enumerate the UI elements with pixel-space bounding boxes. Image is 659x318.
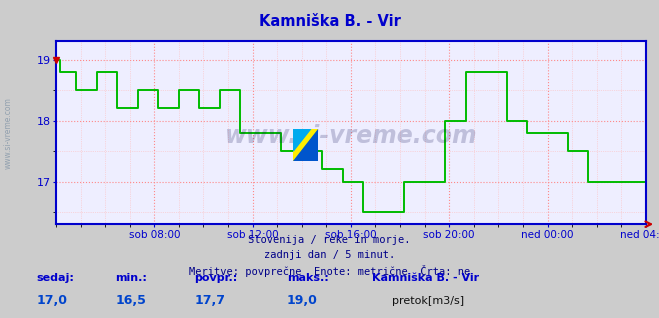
Text: 16,5: 16,5 (115, 294, 146, 307)
Polygon shape (293, 129, 318, 161)
Text: Meritve: povprečne  Enote: metrične  Črta: ne: Meritve: povprečne Enote: metrične Črta:… (189, 265, 470, 277)
Text: www.si-vreme.com: www.si-vreme.com (3, 98, 13, 169)
Text: min.:: min.: (115, 273, 147, 283)
Text: 19,0: 19,0 (287, 294, 318, 307)
Text: Kamniška B. - Vir: Kamniška B. - Vir (372, 273, 480, 283)
Text: zadnji dan / 5 minut.: zadnji dan / 5 minut. (264, 250, 395, 259)
Text: povpr.:: povpr.: (194, 273, 238, 283)
Text: Slovenija / reke in morje.: Slovenija / reke in morje. (248, 235, 411, 245)
Text: maks.:: maks.: (287, 273, 328, 283)
Text: 17,7: 17,7 (194, 294, 225, 307)
Polygon shape (293, 129, 311, 151)
Text: sedaj:: sedaj: (36, 273, 74, 283)
Text: www.si-vreme.com: www.si-vreme.com (225, 124, 477, 149)
Text: pretok[m3/s]: pretok[m3/s] (392, 296, 464, 306)
Text: Kamniška B. - Vir: Kamniška B. - Vir (258, 14, 401, 29)
Text: 17,0: 17,0 (36, 294, 67, 307)
